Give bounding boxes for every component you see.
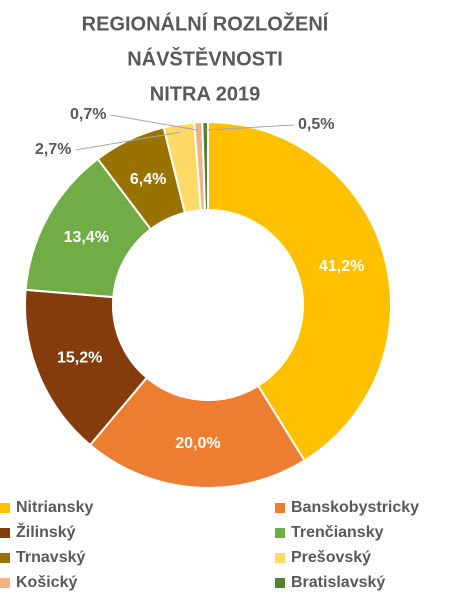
legend-label: Žilinský: [16, 522, 76, 541]
donut-slice: [207, 120, 392, 462]
legend-label: Trenčiansky: [291, 524, 384, 541]
legend-label: Bratislavský: [291, 574, 385, 591]
legend-swatch: [275, 503, 285, 513]
legend-label: Košický: [16, 574, 77, 591]
chart-title: NITRA 2019: [150, 83, 260, 105]
leader-line: [205, 124, 295, 131]
chart-title: NÁVŠTĚVNOSTI: [127, 46, 283, 70]
legend-label: Banskobystricky: [291, 499, 419, 516]
chart-title: REGIONÁLNÍ ROZLOŽENÍ: [82, 11, 329, 35]
data-label: 15,2%: [57, 350, 102, 367]
data-label: 0,5%: [298, 116, 334, 133]
leader-line: [75, 131, 181, 151]
data-label: 13,4%: [64, 229, 109, 246]
legend-label: Trnavský: [16, 549, 85, 566]
data-label: 6,4%: [130, 171, 166, 188]
data-label: 20,0%: [175, 435, 220, 452]
legend-swatch: [275, 553, 285, 563]
legend-label: Prešovský: [291, 549, 371, 566]
data-label: 2,7%: [35, 141, 71, 158]
legend-label: Nitriansky: [16, 499, 93, 516]
donut-slice: [201, 120, 209, 212]
data-label: 41,2%: [319, 258, 364, 275]
data-label: 0,7%: [70, 106, 106, 123]
donut-slice: [88, 376, 306, 489]
legend-swatch: [0, 528, 10, 538]
legend-swatch: [0, 503, 10, 513]
legend-swatch: [0, 578, 10, 588]
leader-line: [110, 114, 199, 131]
legend-swatch: [275, 578, 285, 588]
legend-swatch: [275, 528, 285, 538]
legend-swatch: [0, 553, 10, 563]
